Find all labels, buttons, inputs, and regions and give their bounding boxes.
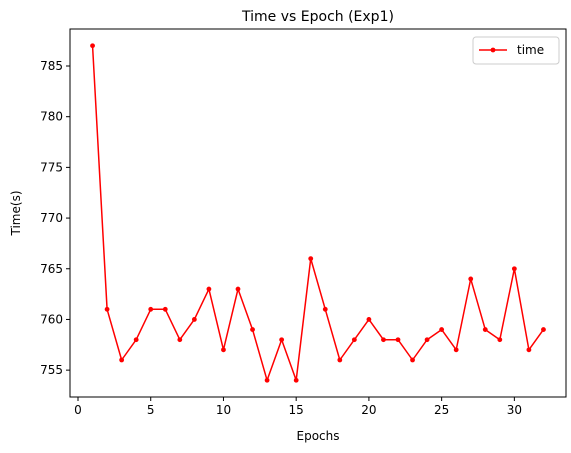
y-tick-label: 780 (40, 110, 63, 124)
y-tick-label: 775 (40, 160, 63, 174)
data-point (410, 357, 415, 363)
data-point (511, 266, 517, 272)
data-point (395, 337, 401, 343)
y-tick-label: 755 (40, 363, 63, 377)
data-point (482, 327, 488, 332)
series-line-time (91, 45, 545, 382)
y-tick-label: 765 (40, 262, 63, 276)
y-tick-label: 785 (40, 59, 63, 73)
x-tick-label: 15 (289, 403, 304, 417)
data-point (497, 337, 503, 343)
axes-frame (69, 28, 567, 398)
legend: time (472, 36, 560, 65)
data-point (468, 276, 474, 282)
data-point (235, 286, 241, 292)
data-point (293, 377, 299, 383)
plot-area: 0 5 10 15 20 25 30 755 760 765 770 775 780 785 (40, 43, 546, 417)
legend-marker-time (490, 47, 496, 53)
data-point (526, 347, 532, 353)
y-axis-title: Time(s) (9, 191, 23, 237)
legend-box (472, 36, 560, 65)
data-point (322, 306, 328, 312)
x-tick-label: 5 (147, 403, 155, 417)
data-point (424, 337, 430, 343)
data-point (177, 337, 183, 343)
x-tick-label: 0 (74, 403, 82, 417)
y-tick-label: 770 (40, 211, 63, 225)
data-point (148, 306, 154, 312)
x-tick-label: 25 (434, 403, 449, 417)
data-point (308, 256, 314, 262)
data-point (541, 327, 546, 332)
data-point (250, 327, 255, 332)
x-tick-label: 10 (216, 403, 231, 417)
data-point (104, 306, 110, 312)
x-tick-label: 30 (507, 403, 522, 417)
data-point (439, 327, 445, 332)
data-point (351, 337, 357, 343)
legend-label-time: time (517, 43, 544, 57)
data-point (366, 317, 372, 322)
data-point (279, 337, 285, 343)
data-point (264, 377, 270, 383)
data-point (162, 306, 168, 312)
x-tick-label: 20 (361, 403, 376, 417)
data-point (133, 337, 139, 343)
data-point (206, 286, 212, 292)
data-point (191, 317, 197, 322)
chart-title: Time vs Epoch (Exp1) (241, 9, 394, 25)
data-point (119, 357, 125, 363)
data-point (90, 43, 95, 49)
y-tick-label: 760 (40, 312, 63, 326)
data-point (381, 337, 386, 343)
x-axis-title: Epochs (297, 429, 340, 443)
data-point (221, 347, 226, 353)
data-point (337, 357, 343, 363)
data-point (453, 347, 459, 353)
